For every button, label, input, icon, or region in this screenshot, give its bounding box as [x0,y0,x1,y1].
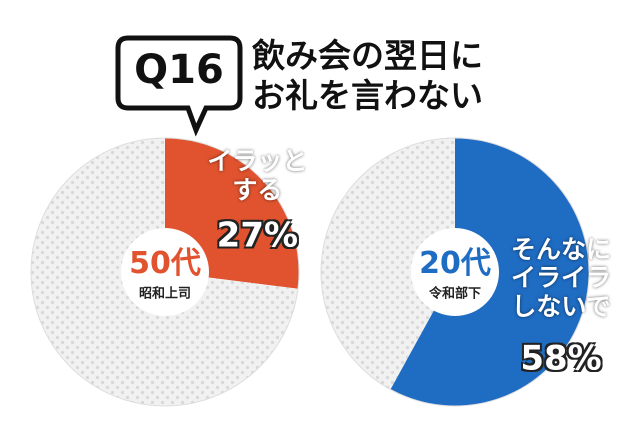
center-label: 20代 [419,246,491,281]
center-disc [121,228,209,316]
slice-label: そんなにイライラしないで [511,234,612,322]
center-disc [411,228,499,316]
badge-bubble [115,35,243,137]
pie-outline [320,137,590,407]
title-line: お礼を言わない [252,76,483,116]
center-sublabel: 令和部下 [428,286,482,302]
value-label: 58% [520,338,602,379]
slice-label: イラッとする [207,146,308,205]
title: 飲み会の翌日に お礼を言わない [252,36,483,117]
badge: Q16 [134,47,224,93]
pie-outline [30,137,300,407]
title-line: 飲み会の翌日に [252,36,483,75]
center-label: 50代 [129,246,201,281]
value-label: 27% [216,215,299,256]
center-sublabel: 昭和上司 [138,286,192,302]
pie-slice [320,138,455,390]
